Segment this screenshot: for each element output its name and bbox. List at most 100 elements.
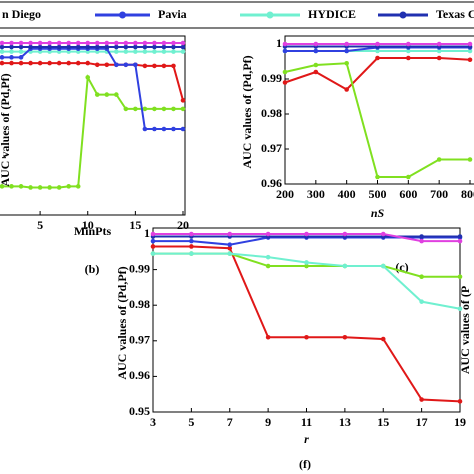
point — [9, 184, 14, 189]
point — [142, 49, 148, 54]
point — [0, 55, 5, 60]
point — [104, 44, 110, 50]
y-axis-label: AUC values of (P — [458, 286, 472, 374]
point — [47, 44, 52, 50]
point — [18, 55, 24, 60]
point — [133, 49, 138, 54]
point — [0, 40, 5, 46]
point — [18, 60, 24, 66]
point — [161, 63, 167, 69]
point — [133, 106, 138, 112]
point — [94, 40, 100, 46]
series-line — [2, 47, 183, 130]
plot-frame — [152, 227, 461, 413]
y-axis-label: AUC values of (Pd,Pf) — [0, 73, 12, 186]
point — [265, 334, 271, 340]
point — [189, 251, 194, 256]
point — [457, 399, 463, 404]
series-line — [153, 245, 461, 403]
panel-label: (f) — [299, 457, 311, 471]
point — [189, 238, 194, 244]
point — [375, 174, 380, 180]
point — [265, 231, 271, 237]
point — [342, 263, 348, 269]
point — [66, 44, 71, 50]
point — [419, 299, 424, 304]
point — [28, 185, 33, 190]
x-tick-label: 15 — [129, 218, 141, 232]
point — [0, 44, 5, 50]
point — [85, 40, 91, 46]
point — [9, 40, 14, 46]
point — [56, 40, 62, 46]
point — [133, 44, 138, 50]
point — [28, 40, 33, 46]
point — [152, 40, 157, 46]
point — [75, 184, 81, 189]
point — [419, 234, 424, 239]
point — [282, 80, 288, 85]
point — [304, 263, 309, 269]
point — [114, 49, 119, 54]
point — [152, 63, 157, 69]
point — [56, 60, 62, 66]
point — [9, 49, 14, 54]
point — [142, 44, 148, 50]
point — [150, 231, 156, 237]
point — [9, 44, 14, 50]
point — [180, 49, 186, 54]
point — [37, 60, 43, 66]
point — [406, 41, 411, 47]
point — [406, 48, 411, 54]
point — [28, 60, 33, 66]
legend-label: Texas C — [436, 7, 474, 21]
legend-label: Pavia — [158, 7, 187, 21]
point — [436, 157, 442, 162]
point — [457, 234, 463, 239]
series-line — [2, 62, 184, 101]
x-tick-label: 400 — [338, 187, 356, 201]
point — [467, 41, 473, 47]
point — [9, 55, 14, 60]
x-tick-label: 3 — [150, 415, 156, 429]
point — [180, 98, 186, 103]
point — [171, 106, 176, 112]
x-tick-label: 13 — [339, 415, 351, 429]
y-tick-label: 0.97 — [261, 141, 282, 155]
x-tick-label: 15 — [377, 415, 389, 429]
point — [180, 126, 186, 132]
point — [467, 57, 473, 63]
point — [419, 274, 424, 280]
point — [180, 106, 186, 112]
point — [467, 48, 473, 54]
y-tick-label: 0.96 — [129, 368, 150, 382]
point — [406, 174, 411, 180]
point — [114, 92, 119, 97]
point — [457, 238, 463, 244]
x-tick-label: 800 — [461, 187, 474, 201]
point — [380, 231, 386, 237]
legend-marker — [119, 11, 126, 19]
point — [114, 62, 119, 68]
point — [123, 106, 129, 112]
point — [304, 231, 309, 237]
point — [180, 44, 186, 50]
point — [313, 48, 319, 54]
point — [56, 185, 62, 190]
point — [282, 69, 288, 75]
point — [85, 44, 91, 50]
point — [380, 336, 386, 342]
point — [375, 55, 380, 61]
point — [75, 44, 81, 50]
point — [56, 44, 62, 50]
y-tick-label: 1 — [276, 36, 282, 50]
point — [114, 40, 119, 46]
point — [265, 254, 271, 260]
point — [142, 63, 148, 69]
point — [18, 44, 24, 50]
series-line — [284, 57, 471, 91]
y-tick-label: 1 — [144, 226, 150, 240]
point — [150, 251, 156, 256]
point — [75, 40, 81, 46]
